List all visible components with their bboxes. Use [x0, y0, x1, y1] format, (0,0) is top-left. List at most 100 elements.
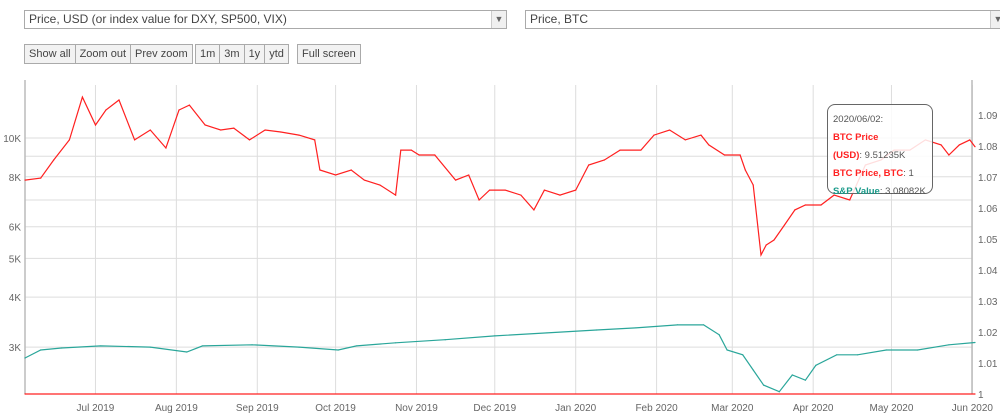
data-point [204, 124, 206, 126]
data-point [379, 184, 381, 186]
tooltip-btc-value: 9.51235K [864, 150, 906, 161]
data-point [726, 349, 728, 351]
data-point [595, 329, 598, 331]
tooltip-date: 2020/06/02: [833, 114, 884, 125]
data-point [820, 204, 822, 206]
data-point [94, 124, 97, 126]
data-point [53, 159, 55, 161]
left-axis-select[interactable]: Price, USD (or index value for DXY, SP50… [24, 10, 507, 29]
left-tick-label: 3K [9, 343, 22, 354]
tooltip-btc-label: BTC Price [833, 132, 879, 143]
full-screen-button[interactable]: Full screen [297, 44, 361, 64]
tooltip: 2020/06/02: BTC Price (USD): 9.51235K BT… [827, 104, 933, 197]
data-point [676, 324, 679, 326]
data-point [24, 357, 26, 359]
data-point [700, 134, 702, 136]
data-point [298, 346, 300, 348]
data-point [833, 194, 835, 196]
x-tick-label: Oct 2019 [315, 403, 356, 414]
data-point [350, 169, 352, 171]
prev-zoom-button[interactable]: Prev zoom [130, 44, 193, 64]
data-point [478, 199, 480, 201]
show-all-button[interactable]: Show all [24, 44, 76, 64]
right-tick-label: 1.03 [978, 297, 998, 308]
zoom-button-group: Show all Zoom out Prev zoom [24, 44, 193, 64]
tooltip-btcbtc-value: 1 [908, 168, 914, 179]
data-point [974, 393, 976, 395]
data-point [969, 139, 971, 141]
data-point [742, 354, 744, 356]
data-point [24, 393, 26, 395]
right-tick-label: 1.05 [978, 235, 998, 246]
data-point [718, 334, 720, 336]
range-ytd-button[interactable]: ytd [264, 44, 289, 64]
data-point [640, 149, 642, 151]
data-point [849, 199, 851, 201]
data-point [783, 224, 786, 226]
data-point [804, 204, 806, 206]
data-point [418, 154, 420, 156]
data-point [68, 139, 70, 141]
right-tick-label: 1.07 [978, 173, 998, 184]
range-3m-button[interactable]: 3m [219, 44, 245, 64]
data-point [434, 154, 436, 156]
left-tick-label: 8K [9, 173, 22, 184]
data-point [546, 332, 548, 334]
left-tick-label: 6K [9, 223, 22, 234]
left-tick-label: 10K [3, 134, 21, 145]
data-point [778, 391, 780, 393]
data-point [804, 379, 806, 381]
data-point [201, 345, 204, 347]
data-point [395, 342, 397, 344]
data-point [744, 169, 746, 171]
data-point [188, 104, 191, 106]
data-point [355, 345, 358, 347]
range-1m-button[interactable]: 1m [195, 44, 221, 64]
x-tick-label: Jul 2019 [77, 403, 115, 414]
right-tick-label: 1.06 [978, 204, 998, 215]
x-tick-label: Dec 2019 [473, 403, 516, 414]
data-point [856, 354, 859, 356]
data-point [752, 369, 754, 371]
right-tick-label: 1.01 [978, 359, 998, 370]
data-point [739, 154, 741, 156]
data-point [916, 349, 919, 351]
data-point [24, 179, 26, 181]
right-axis-select[interactable]: Price, BTC ▼ [525, 10, 1000, 29]
chevron-down-icon[interactable]: ▼ [491, 11, 506, 28]
data-point [773, 239, 775, 241]
data-point [836, 354, 838, 356]
data-point [400, 149, 402, 151]
data-point [248, 139, 251, 141]
data-point [455, 179, 457, 181]
data-point [233, 127, 235, 129]
data-point [520, 194, 522, 196]
chevron-down-icon[interactable]: ▼ [990, 11, 1000, 28]
zoom-out-button[interactable]: Zoom out [74, 44, 132, 64]
data-point [494, 335, 496, 337]
data-point [543, 189, 545, 191]
data-point [948, 344, 950, 346]
data-point [885, 349, 887, 351]
x-tick-label: Nov 2019 [395, 403, 438, 414]
right-axis-select-value: Price, BTC [530, 12, 589, 26]
data-point [178, 109, 180, 111]
data-point [940, 144, 942, 146]
tooltip-btcbtc-label: BTC Price, BTC [833, 168, 904, 179]
data-point [149, 129, 151, 131]
data-point [395, 194, 397, 196]
data-point [40, 177, 42, 179]
data-point [723, 154, 726, 156]
series-line-1 [24, 324, 976, 393]
fullscreen-group: Full screen [297, 44, 361, 64]
x-tick-label: Aug 2019 [155, 403, 198, 414]
data-point [220, 129, 222, 131]
data-point [410, 149, 412, 151]
data-point [765, 244, 767, 246]
x-tick-label: May 2020 [870, 403, 914, 414]
data-point [762, 384, 765, 386]
data-point [504, 189, 506, 191]
data-point [815, 364, 817, 366]
right-tick-label: 1.04 [978, 266, 998, 277]
